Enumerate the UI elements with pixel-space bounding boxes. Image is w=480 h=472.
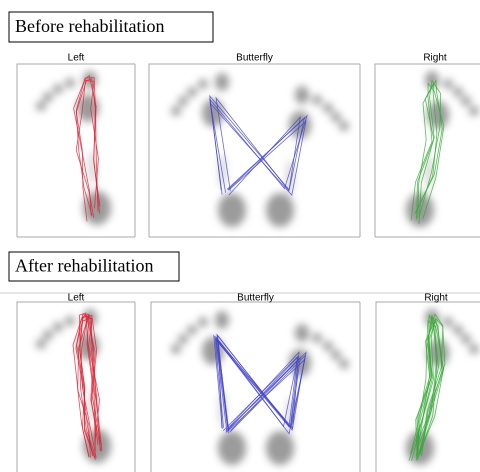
toe: [198, 79, 208, 89]
toe: [178, 334, 188, 344]
toe: [43, 330, 53, 340]
toe: [53, 84, 63, 94]
plot-label: Left: [68, 53, 85, 64]
toe: [198, 317, 208, 327]
heel: [218, 193, 246, 227]
toe: [339, 359, 349, 369]
toe: [312, 95, 322, 105]
toe: [331, 350, 341, 360]
panel-title: Before rehabilitation: [15, 16, 164, 36]
plot-label: Left: [68, 293, 85, 304]
toe: [323, 103, 333, 113]
toe: [469, 106, 479, 116]
toe: [65, 78, 75, 88]
plot: [171, 73, 349, 227]
footprint: [171, 311, 246, 465]
heel: [218, 431, 246, 465]
panel-title: After rehabilitation: [15, 256, 153, 276]
heel: [83, 429, 111, 463]
plot: [406, 71, 479, 227]
big-toe: [215, 73, 229, 91]
ball: [289, 111, 311, 139]
page: {"panels": [ {"title": "Before rehabilit…: [0, 0, 480, 472]
plot: [36, 309, 111, 463]
toe: [43, 92, 53, 102]
toe: [453, 87, 463, 97]
toe: [443, 79, 453, 89]
toe: [312, 333, 322, 343]
toe: [187, 87, 197, 97]
toe: [339, 121, 349, 131]
footprint: [266, 86, 349, 227]
plot: [406, 309, 479, 465]
plot-frame: [149, 64, 360, 237]
toe: [443, 317, 453, 327]
plot-label: Butterfly: [236, 53, 273, 64]
heel: [266, 431, 294, 465]
toe: [453, 325, 463, 335]
toe: [171, 344, 181, 354]
plot-label: Butterfly: [237, 293, 274, 304]
toe: [171, 106, 181, 116]
plot: [36, 71, 111, 225]
toe: [36, 339, 46, 349]
plot-frame: [17, 302, 135, 472]
toe: [53, 322, 63, 332]
heel: [266, 193, 294, 227]
big-toe: [295, 324, 309, 342]
toe: [65, 316, 75, 326]
midfoot: [89, 150, 97, 186]
toe: [461, 334, 471, 344]
plot-label: Right: [423, 53, 447, 64]
toe: [187, 325, 197, 335]
toe: [178, 96, 188, 106]
toe: [461, 96, 471, 106]
big-toe: [295, 86, 309, 104]
toe: [323, 341, 333, 351]
big-toe: [215, 311, 229, 329]
footprint: [266, 324, 349, 465]
plot: [171, 311, 349, 465]
plot-label: Right: [424, 293, 448, 304]
toe: [331, 112, 341, 122]
figure: Before rehabilitation Left Butterfly Right A…: [0, 0, 480, 472]
toe: [36, 101, 46, 111]
footprint: [171, 73, 246, 227]
toe: [469, 344, 479, 354]
